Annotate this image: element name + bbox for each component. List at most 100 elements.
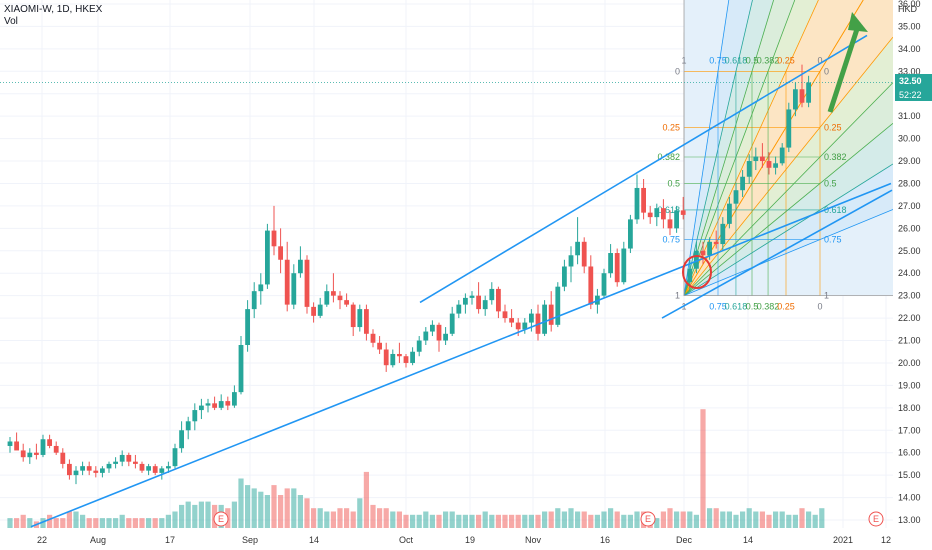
- candle-body: [476, 295, 481, 310]
- fib-fan-line: [683, 209, 894, 297]
- volume-bar: [707, 508, 713, 528]
- candles[interactable]: [7, 64, 811, 485]
- candle-body: [746, 161, 752, 177]
- candle-body: [786, 109, 792, 148]
- time-tick-label: 14: [309, 535, 319, 545]
- volume-bar: [271, 485, 277, 528]
- volume-bar: [575, 511, 581, 528]
- volume-bar: [555, 508, 561, 528]
- candle-body: [661, 208, 666, 220]
- candle-body: [337, 295, 343, 301]
- fib-level-right: 0: [824, 66, 829, 76]
- fib-level-right: 0.75: [824, 235, 842, 245]
- candle-body: [700, 250, 706, 256]
- candle-body: [542, 304, 547, 334]
- candle-body: [311, 306, 316, 316]
- candle-body: [674, 210, 679, 229]
- candle-body: [436, 324, 442, 341]
- volume-bar: [713, 508, 719, 528]
- candle-body: [146, 466, 151, 471]
- fib-level-right: 0.618: [824, 205, 847, 215]
- price-tick-label: 28.00: [898, 178, 921, 188]
- price-tick-label: 15.00: [898, 470, 921, 480]
- volume-bar: [476, 514, 482, 528]
- candle-body: [740, 176, 745, 191]
- volume-bar: [291, 488, 297, 528]
- volume-bar: [126, 518, 132, 528]
- volume-bar: [456, 514, 462, 528]
- time-tick-label: Aug: [90, 535, 106, 545]
- price-tick-label: 19.00: [898, 380, 921, 390]
- price-tick-label: 14.00: [898, 493, 921, 503]
- candle-body: [192, 410, 198, 422]
- volume-bar: [687, 511, 693, 528]
- candle-body: [779, 147, 785, 164]
- candle-body: [482, 300, 488, 310]
- volume-bar: [449, 511, 455, 528]
- candle-body: [562, 266, 567, 287]
- volume-bar: [674, 511, 680, 528]
- price-tick-label: 36.00: [898, 0, 921, 9]
- candle-body: [159, 468, 165, 473]
- candle-body: [694, 250, 699, 269]
- candle-body: [773, 163, 778, 168]
- fib-level-left: 0.75: [662, 235, 680, 245]
- time-axis[interactable]: 22 Aug 17 Sep 14 Oct 19 Nov 16 Dec 14 2021 12: [0, 528, 932, 550]
- fib-fan-line: [683, 122, 894, 296]
- earnings-marker-label: E: [645, 514, 651, 524]
- candle-body: [614, 253, 620, 283]
- trend-line: [30, 182, 892, 528]
- candle-body: [60, 452, 66, 464]
- time-tick-label: Sep: [242, 535, 258, 545]
- last-price: 32.50: [899, 76, 922, 86]
- candle-body: [720, 223, 726, 245]
- candle-body: [291, 273, 297, 305]
- volume-bar: [495, 514, 501, 528]
- fib-level-bottom: 0.5: [746, 302, 759, 312]
- fib-level-top: 0.618: [725, 55, 748, 65]
- fib-fan-line: [683, 163, 894, 296]
- price-tick-label: 27.00: [898, 201, 921, 211]
- volume-bar: [680, 511, 686, 528]
- earnings-marker-label: E: [873, 514, 879, 524]
- price-tick-label: 18.00: [898, 403, 921, 413]
- volume-bar: [515, 514, 521, 528]
- fib-level-right: 0.382: [824, 152, 847, 162]
- trend-lines[interactable]: [30, 34, 893, 528]
- candle-body: [489, 288, 495, 301]
- volume-bar: [284, 488, 290, 528]
- candle-body: [34, 452, 39, 455]
- volume-bar: [251, 488, 257, 528]
- fib-fan-line: [683, 82, 894, 296]
- volume-bar: [350, 511, 356, 528]
- candle-body: [760, 156, 765, 162]
- candle-body: [7, 441, 13, 446]
- volume-bar: [390, 511, 396, 528]
- candle-body: [212, 403, 217, 408]
- volume-bar: [330, 511, 336, 528]
- volume-bar: [258, 491, 264, 528]
- volume-bar: [753, 511, 759, 528]
- volume-bar: [192, 504, 198, 528]
- volume-bar: [436, 514, 442, 528]
- time-axis-bg: [0, 528, 932, 550]
- candle-body: [733, 190, 739, 204]
- candle-body: [271, 230, 277, 247]
- volume-bar: [139, 518, 145, 528]
- volume-bar: [179, 504, 185, 528]
- volume-bar: [588, 514, 594, 528]
- volume-bar: [27, 518, 33, 528]
- time-tick-label: Nov: [525, 535, 542, 545]
- volume-bar: [146, 518, 152, 528]
- price-tick-label: 31.00: [898, 111, 921, 121]
- volume-bar: [40, 518, 46, 528]
- candle-body: [357, 309, 363, 328]
- volume-bar: [482, 511, 488, 528]
- volume-bar: [363, 471, 369, 528]
- price-tick-label: 22.00: [898, 313, 921, 323]
- candle-body: [126, 454, 132, 462]
- candle-body: [449, 313, 455, 334]
- candle-body: [152, 466, 158, 473]
- price-tick-label: 35.00: [898, 21, 921, 31]
